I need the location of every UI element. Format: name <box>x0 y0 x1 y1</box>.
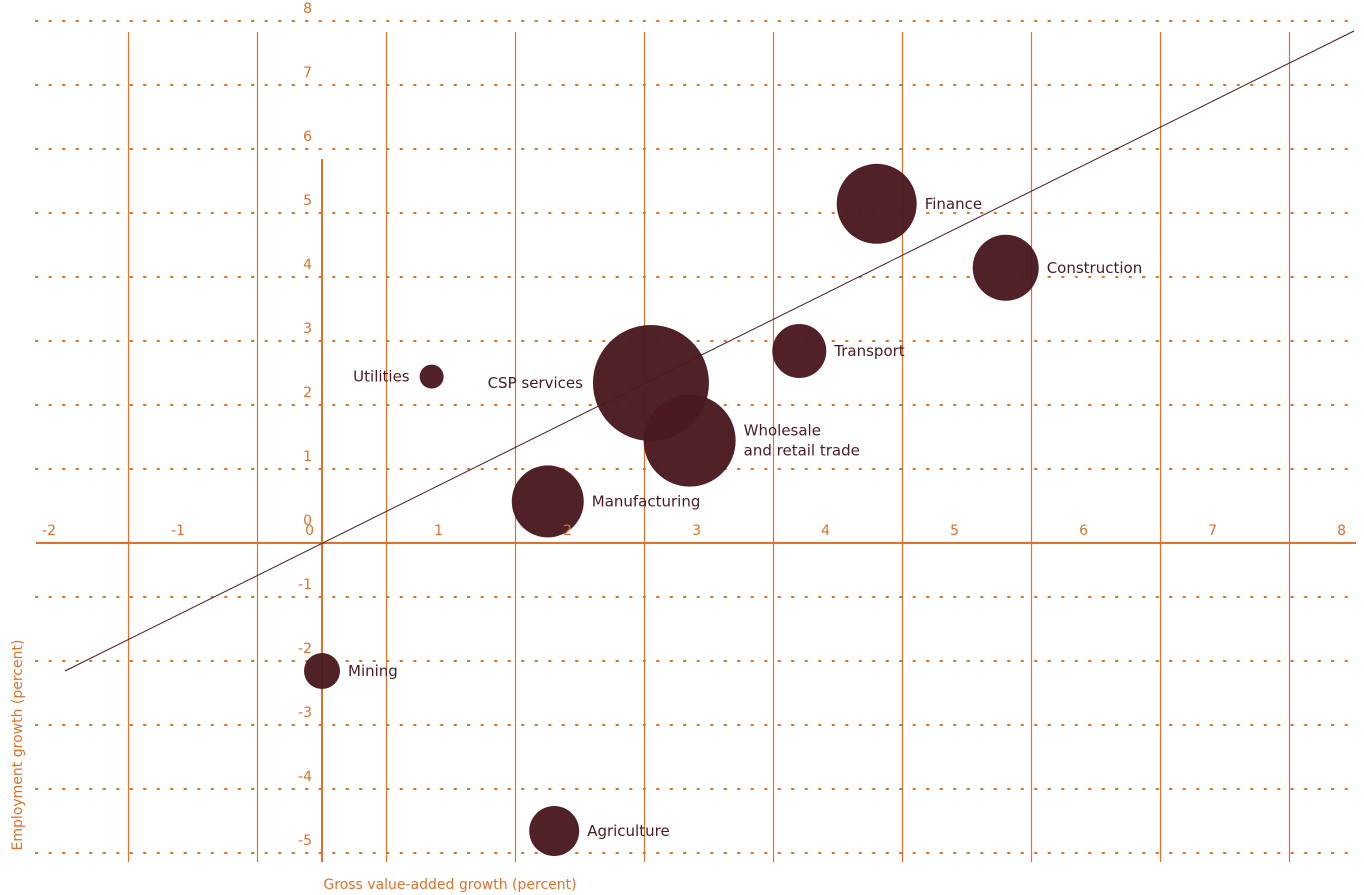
y-tick-label: -1 <box>298 577 312 593</box>
bubble <box>511 465 584 538</box>
y-tick-label: -4 <box>298 769 312 785</box>
x-tick-label: 0 <box>305 523 314 539</box>
bubble <box>772 324 827 378</box>
x-tick-label: 2 <box>563 523 572 539</box>
point-label: Construction <box>1047 259 1143 277</box>
x-tick-label: -1 <box>171 523 185 539</box>
y-tick-label: 3 <box>303 321 312 337</box>
axes <box>36 159 1356 862</box>
x-tick-label: 6 <box>1079 523 1088 539</box>
bubbles <box>304 163 1039 856</box>
bubble <box>643 394 736 487</box>
point-label: Finance <box>925 195 982 213</box>
bubble <box>836 163 917 244</box>
x-tick-label: 3 <box>692 523 701 539</box>
tick-labels: -2 -1 0 1 2 3 4 5 6 7 8 8 7 6 5 4 3 2 1 0 -1 -2 -3 -4 -5 <box>42 1 1346 849</box>
y-tick-label: 5 <box>303 193 312 209</box>
bubble <box>419 364 444 389</box>
x-tick-label: 7 <box>1208 523 1217 539</box>
x-tick-label: 5 <box>950 523 959 539</box>
point-label: Manufacturing <box>592 492 701 510</box>
bubble <box>972 234 1039 301</box>
y-tick-label: 2 <box>303 385 312 401</box>
y-tick-label: 0 <box>303 513 312 529</box>
point-label: Agriculture <box>587 822 670 840</box>
y-tick-label: -2 <box>298 641 312 657</box>
x-tick-label: -2 <box>42 523 56 539</box>
trend-line <box>64 30 1355 672</box>
x-tick-label: 4 <box>821 523 830 539</box>
x-tick-label: 8 <box>1337 523 1346 539</box>
point-label: Utilities <box>353 368 410 386</box>
point-labels: Finance Construction Transport Utilities CSP… <box>348 195 1142 840</box>
y-tick-label: 1 <box>303 449 312 465</box>
y-tick-label: -5 <box>298 833 312 849</box>
point-label: Transport <box>833 342 905 360</box>
y-tick-label: 7 <box>303 65 312 81</box>
y-tick-label: 6 <box>303 129 312 145</box>
y-tick-label: 8 <box>303 1 312 17</box>
y-tick-label: -3 <box>298 705 312 721</box>
point-label: Wholesale and retail trade <box>744 422 860 460</box>
y-tick-label: 4 <box>303 257 312 273</box>
point-label: Mining <box>348 662 398 680</box>
bubble <box>304 653 340 689</box>
x-tick-label: 1 <box>434 523 443 539</box>
x-axis-title: Gross value-added growth (percent) <box>323 877 576 893</box>
y-axis-title: Employment growth (percent) <box>10 640 26 851</box>
bubble <box>529 806 580 856</box>
trend-line-group <box>64 30 1355 672</box>
point-label: CSP services <box>488 374 584 392</box>
